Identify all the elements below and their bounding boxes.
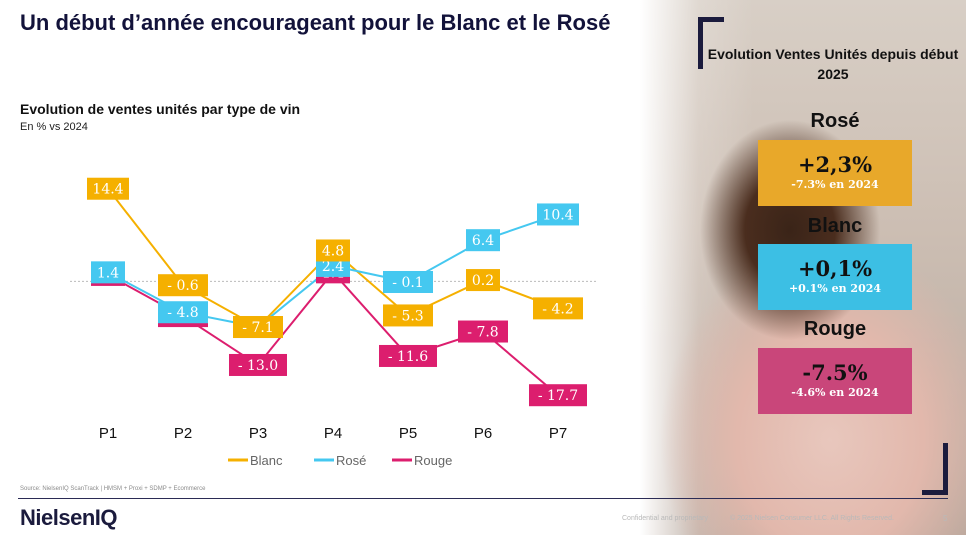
data-label-0-3: 4.8: [322, 243, 344, 259]
x-tick-label-2: P3: [249, 425, 267, 442]
chart-subtitle: En % vs 2024: [20, 121, 88, 133]
legend-label-1: Rosé: [336, 453, 366, 468]
data-point-2-5: [458, 320, 508, 343]
data-point-0-5: [466, 269, 500, 292]
page-number: 5: [943, 514, 948, 523]
blanc-kpi-value: +0,1%: [797, 256, 873, 281]
data-label-2-2: - 13.0: [238, 358, 278, 374]
x-tick-label-4: P5: [399, 425, 417, 442]
data-point-0-1: [158, 274, 208, 297]
blanc-kpi-comparison: +0.1% en 2024: [788, 282, 882, 295]
data-point-1-5: [466, 229, 500, 252]
panel-title: Evolution Ventes Unités depuis début 202…: [707, 46, 959, 82]
data-label-0-5: 0.2: [472, 273, 494, 289]
legend-label-2: Rouge: [414, 453, 452, 468]
data-point-2-2: [229, 353, 287, 376]
panel-frame: [698, 17, 948, 495]
data-label-2-4: - 11.6: [388, 349, 428, 365]
x-tick-label-1: P2: [174, 425, 192, 442]
data-label-2-5: - 7.8: [467, 325, 498, 341]
x-tick-label-0: P1: [99, 425, 117, 442]
rose-kpi-box: +2,3% -7.3% en 2024: [758, 140, 912, 206]
chart-title: Evolution de ventes unités par type de v…: [20, 101, 301, 117]
data-label-1-3: 2.4: [322, 259, 344, 275]
rouge-kpi-box: -7.5% -4.6% en 2024: [758, 348, 912, 414]
rose-label: Rosé: [810, 110, 860, 132]
data-point-1-6: [537, 203, 579, 226]
data-label-1-5: 6.4: [472, 233, 494, 249]
rouge-kpi-comparison: -4.6% en 2024: [791, 386, 879, 399]
data-point-2-4: [379, 344, 437, 367]
x-tick-label-5: P6: [474, 425, 492, 442]
data-point-0-2: [233, 316, 283, 339]
data-label-1-1: - 4.8: [167, 305, 198, 321]
data-point-0-3: [316, 239, 350, 262]
footer-divider: [18, 498, 948, 499]
confidential-note: Confidential and proprietary: [622, 515, 708, 522]
line-chart: 1.0- 5.4- 13.01.4- 11.6- 7.8- 17.71.4- 4…: [70, 177, 598, 468]
data-label-2-6: - 17.7: [538, 388, 578, 404]
data-label-1-0: 1.4: [97, 265, 119, 281]
rouge-kpi-value: -7.5%: [802, 360, 868, 385]
data-point-1-0: [91, 261, 125, 284]
blanc-label: Blanc: [807, 215, 863, 237]
data-label-0-1: - 0.6: [167, 278, 199, 294]
x-tick-label-3: P4: [324, 425, 342, 442]
data-point-2-6: [529, 384, 587, 407]
data-label-1-6: 10.4: [542, 207, 573, 223]
data-label-0-6: - 4.2: [542, 301, 573, 317]
data-point-1-1: [158, 301, 208, 324]
page-title: Un début d’année encourageant pour le Bl…: [20, 10, 611, 35]
rouge-label: Rouge: [803, 318, 867, 340]
rose-kpi-value: +2,3%: [797, 152, 873, 177]
data-point-0-6: [533, 297, 583, 320]
legend-label-0: Blanc: [250, 453, 283, 468]
data-point-0-4: [383, 304, 433, 327]
data-label-0-2: - 7.1: [242, 320, 273, 336]
x-tick-label-6: P7: [549, 425, 567, 442]
data-label-1-4: - 0.1: [392, 275, 423, 291]
data-point-1-4: [383, 270, 433, 293]
data-label-0-4: - 5.3: [392, 308, 423, 324]
nielseniq-logo: NielsenIQ: [20, 505, 117, 530]
data-label-0-0: 14.4: [92, 182, 123, 198]
copyright-note: © 2025 Nielsen Consumer LLC. All Rights …: [730, 515, 894, 522]
source-note: Source: NielsenIQ ScanTrack | HMSM + Pro…: [20, 486, 206, 492]
blanc-kpi-box: +0,1% +0.1% en 2024: [758, 244, 912, 310]
rose-kpi-comparison: -7.3% en 2024: [791, 178, 879, 191]
data-point-0-0: [87, 177, 129, 200]
